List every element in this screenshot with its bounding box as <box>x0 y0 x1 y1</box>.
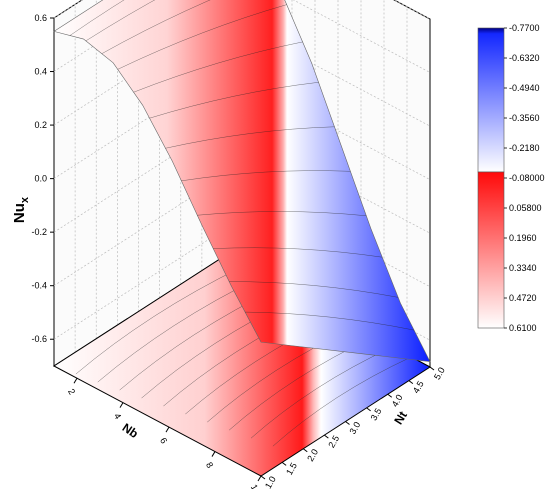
colorbar-blue-band <box>477 27 505 173</box>
nb-axis-label: Nb <box>120 420 141 441</box>
colorbar-tick-label: -0.6320 <box>509 53 540 63</box>
colorbar-tick-label: -0.2180 <box>509 143 540 153</box>
surface-contour-line <box>101 0 211 54</box>
z-axis-label: Nux <box>11 196 31 223</box>
z-tick-label: 0.2 <box>34 120 47 130</box>
colorbar-tick-label: 0.05800 <box>509 203 542 213</box>
colorbar-tick-label: 0.6100 <box>509 323 537 333</box>
z-tick-label: -0.2 <box>31 227 47 237</box>
nt-tick-label: 1.5 <box>284 461 299 477</box>
colorbar-tick-label: 0.4720 <box>509 293 537 303</box>
nb-tick-label: 8 <box>204 460 215 469</box>
z-tick-label: 0.4 <box>34 67 47 77</box>
colorbar-red-band <box>477 171 505 329</box>
colorbar-tick-label: -0.7700 <box>509 23 540 33</box>
colorbar-tick-label: -0.4940 <box>509 83 540 93</box>
nt-tick-label: 3.5 <box>369 406 384 422</box>
colorbar: -0.7700 -0.6320 -0.4940 -0.3560 -0.2180 -0.08… <box>477 23 545 333</box>
nb-tick-label: 10 <box>249 483 263 489</box>
surface-contour-line <box>213 247 383 258</box>
surface-contour-line <box>197 211 367 217</box>
nb-tick-mark <box>211 451 216 457</box>
z-axis-label-main: Nu <box>11 203 28 223</box>
nb-tick-label: 4 <box>112 411 123 420</box>
z-gridline <box>53 0 431 73</box>
nt-axis-label: Nt <box>391 409 410 427</box>
nt-tick-mark <box>387 393 393 398</box>
z-tick-label: -0.4 <box>31 281 47 291</box>
nt-tick-mark <box>366 407 371 412</box>
z-tick-label: -0.6 <box>31 334 47 344</box>
nt-tick-mark <box>260 475 266 480</box>
nb-tick-mark <box>73 377 78 384</box>
surface-contour-line <box>149 82 319 119</box>
floor-contour-line <box>75 266 242 375</box>
surface-contour-line <box>117 4 287 70</box>
nt-tick-label: 3.0 <box>347 420 362 436</box>
nt-tick-label: 2.0 <box>305 447 320 463</box>
colorbar-tick-label: 0.1960 <box>509 233 537 243</box>
nt-tick-mark <box>324 434 329 439</box>
nb-tick-mark <box>165 426 170 433</box>
colorbar-tick-label: 0.3340 <box>509 263 537 273</box>
surface-contour-line <box>181 170 351 182</box>
surface <box>53 0 431 363</box>
nt-tick-label: 5.0 <box>432 366 447 382</box>
nb-tick-mark <box>119 402 124 408</box>
nt-tick-label: 4.0 <box>390 393 405 409</box>
surface-contour-line <box>133 41 303 93</box>
z-axis-label-sub: x <box>19 196 31 203</box>
surface-contour-line <box>229 281 399 298</box>
surface-contour-line <box>165 126 335 149</box>
nt-tick-mark <box>345 421 350 425</box>
z-tick-label: 0.6 <box>34 13 47 23</box>
nt-tick-mark <box>302 448 308 453</box>
nt-tick-label: 1.0 <box>263 475 278 489</box>
floor-contour-line <box>272 356 412 447</box>
surface-contour-line <box>245 311 415 331</box>
colorbar-tick-label: -0.3560 <box>509 113 540 123</box>
nb-tick-label: 2 <box>66 387 77 396</box>
nb-tick-mark <box>257 475 262 482</box>
nt-tick-label: 4.5 <box>411 379 426 395</box>
nt-tick-mark <box>408 380 414 385</box>
nt-tick-mark <box>281 461 287 466</box>
nt-tick-mark <box>429 366 435 371</box>
surface-contour-line <box>85 0 156 42</box>
surface-contour-line <box>69 0 125 36</box>
nb-tick-label: 6 <box>158 436 169 445</box>
z-tick-label: 0.0 <box>34 174 47 184</box>
floor-contour-line <box>250 346 393 439</box>
colorbar-tick-label: -0.08000 <box>509 173 545 183</box>
surface-sheet <box>53 0 431 363</box>
nt-tick-label: 2.5 <box>326 434 341 450</box>
